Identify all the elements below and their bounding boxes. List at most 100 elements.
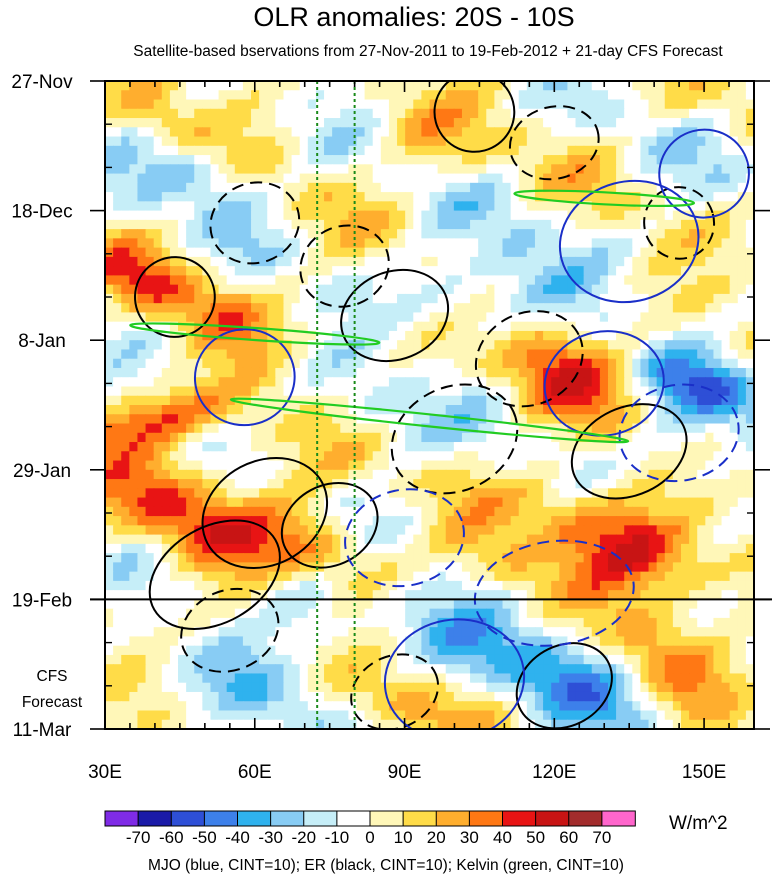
- field-cell: [640, 405, 650, 415]
- field-cell: [429, 266, 439, 276]
- field-cell: [624, 497, 633, 508]
- field-cell: [267, 562, 276, 573]
- field-cell: [413, 136, 422, 147]
- field-cell: [137, 229, 147, 239]
- field-cell: [145, 99, 155, 110]
- field-cell: [178, 636, 187, 647]
- field-cell: [299, 108, 309, 119]
- field-cell: [356, 210, 366, 221]
- field-cell: [340, 99, 349, 110]
- field-cell: [405, 108, 414, 119]
- field-cell: [486, 90, 495, 101]
- field-cell: [161, 81, 171, 91]
- field-cell: [315, 201, 325, 212]
- field-cell: [680, 284, 690, 295]
- field-cell: [437, 460, 447, 471]
- field-cell: [202, 256, 212, 267]
- field-cell: [105, 617, 114, 628]
- field-cell: [721, 90, 731, 101]
- field-cell: [616, 395, 625, 406]
- field-cell: [421, 358, 431, 369]
- field-cell: [194, 386, 203, 397]
- field-cell: [713, 562, 723, 573]
- field-cell: [494, 423, 504, 434]
- field-cell: [283, 247, 293, 258]
- field-cell: [664, 266, 674, 276]
- field-cell: [656, 164, 666, 175]
- field-cell: [437, 562, 447, 573]
- field-cell: [234, 266, 244, 276]
- field-cell: [121, 256, 130, 267]
- field-cell: [251, 349, 260, 360]
- field-cell: [745, 127, 754, 138]
- field-cell: [202, 303, 212, 314]
- field-cell: [283, 90, 293, 101]
- field-cell: [307, 617, 317, 628]
- field-cell: [543, 636, 552, 647]
- field-cell: [397, 229, 406, 239]
- field-cell: [510, 432, 520, 443]
- field-cell: [372, 118, 382, 128]
- field-cell: [242, 377, 252, 388]
- field-cell: [729, 164, 739, 175]
- field-cell: [161, 553, 171, 563]
- field-cell: [729, 145, 739, 156]
- field-cell: [680, 358, 690, 369]
- field-cell: [445, 414, 455, 425]
- field-cell: [332, 460, 341, 471]
- field-cell: [234, 627, 244, 638]
- field-cell: [153, 155, 163, 165]
- field-cell: [137, 284, 147, 295]
- field-cell: [713, 266, 723, 276]
- field-cell: [413, 173, 422, 184]
- field-cell: [705, 497, 715, 508]
- field-cell: [526, 571, 536, 582]
- field-cell: [397, 599, 406, 610]
- field-cell: [559, 182, 569, 193]
- field-cell: [510, 247, 520, 258]
- field-cell: [583, 543, 593, 554]
- field-cell: [259, 182, 268, 193]
- field-cell: [729, 367, 739, 378]
- field-cell: [202, 636, 212, 647]
- field-cell: [656, 321, 666, 332]
- field-cell: [267, 645, 276, 656]
- field-cell: [259, 654, 268, 665]
- field-cell: [559, 608, 569, 619]
- field-cell: [121, 81, 130, 91]
- field-cell: [729, 321, 739, 332]
- field-cell: [494, 432, 504, 443]
- field-cell: [543, 127, 552, 138]
- field-cell: [218, 460, 228, 471]
- field-cell: [153, 386, 163, 397]
- field-cell: [534, 469, 544, 480]
- field-cell: [234, 118, 244, 128]
- field-cell: [137, 321, 147, 332]
- field-cell: [672, 617, 682, 628]
- field-cell: [397, 293, 406, 304]
- field-cell: [145, 145, 155, 156]
- field-cell: [210, 442, 220, 452]
- field-cell: [291, 571, 301, 582]
- field-cell: [356, 284, 366, 295]
- field-cell: [291, 256, 301, 267]
- field-cell: [153, 108, 163, 119]
- field-cell: [543, 617, 552, 628]
- field-cell: [380, 580, 390, 591]
- field-cell: [332, 627, 341, 638]
- field-cell: [226, 442, 236, 452]
- field-cell: [616, 442, 625, 452]
- field-cell: [689, 617, 698, 628]
- field-cell: [234, 553, 244, 563]
- field-cell: [259, 645, 268, 656]
- field-cell: [210, 127, 220, 138]
- field-cell: [672, 284, 682, 295]
- field-cell: [729, 312, 739, 323]
- field-cell: [729, 516, 739, 526]
- field-cell: [551, 645, 560, 656]
- field-cell: [348, 562, 358, 573]
- field-cell: [259, 451, 268, 462]
- field-cell: [113, 395, 122, 406]
- field-cell: [234, 340, 244, 351]
- field-cell: [705, 275, 715, 286]
